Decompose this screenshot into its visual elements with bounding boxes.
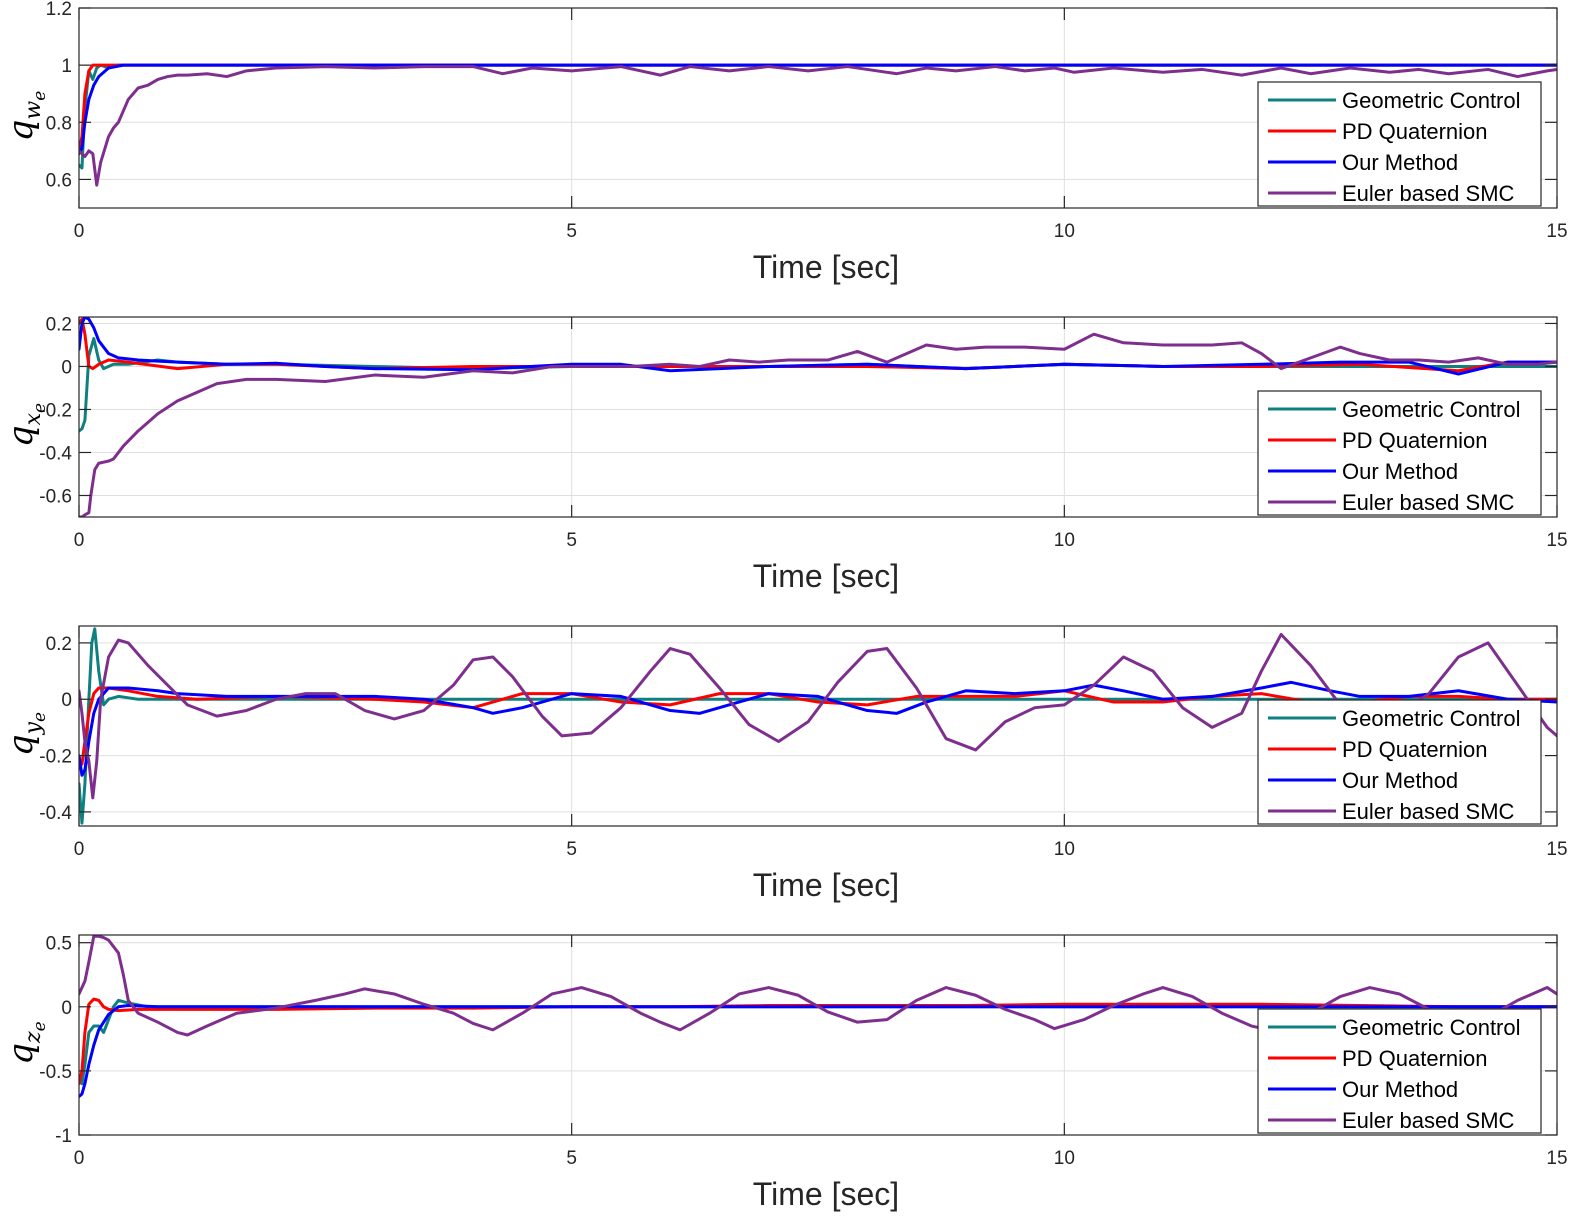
legend-label: Geometric Control: [1342, 706, 1521, 731]
x-tick-label: 5: [566, 221, 577, 242]
legend-label: PD Quaternion: [1342, 1046, 1488, 1071]
y-tick-label: -0.2: [39, 400, 72, 421]
legend: Geometric Control PD Quaternion Our Method…: [1257, 1008, 1542, 1134]
legend-label: Our Method: [1342, 768, 1458, 793]
x-tick-label: 15: [1546, 530, 1567, 551]
axes-box: [78, 7, 1558, 209]
y-axis-label: qye: [1, 712, 50, 756]
x-tick-label: 15: [1546, 839, 1567, 860]
legend: Geometric Control PD Quaternion Our Method…: [1257, 699, 1542, 825]
legend-label: Our Method: [1342, 150, 1458, 175]
y-tick-label: 0.8: [46, 113, 72, 134]
legend-box: [1257, 390, 1542, 516]
legend-label: Euler based SMC: [1342, 1108, 1515, 1133]
y-tick-label: -0.4: [39, 803, 72, 824]
legend-label: Our Method: [1342, 459, 1458, 484]
y-axis-label: qze: [1, 1021, 50, 1064]
series-line-euler-based-smc: [79, 332, 1557, 517]
legend-label: PD Quaternion: [1342, 737, 1488, 762]
x-tick-label: 10: [1054, 530, 1075, 551]
y-tick-label: -0.6: [39, 486, 72, 507]
y-tick-label: 0: [61, 357, 72, 378]
series-group: [79, 627, 1557, 825]
legend-label: Euler based SMC: [1342, 799, 1515, 824]
y-tick-label: -1: [55, 1126, 72, 1147]
legend: Geometric Control PD Quaternion Our Method…: [1257, 81, 1542, 207]
series-line-our-method: [79, 1004, 1557, 1099]
chart-panel-4: 0 5 10 15 -1 -0.5 0 0.5 Time [sec] qze Geometric C…: [1, 934, 1568, 1212]
series-line-euler-based-smc: [79, 65, 1557, 187]
series-line-pd-quaternion: [79, 63, 1557, 153]
axes-box: [78, 625, 1558, 827]
series-line-euler-based-smc: [79, 632, 1557, 800]
legend-label: Geometric Control: [1342, 1015, 1521, 1040]
x-tick-label: 10: [1054, 221, 1075, 242]
legend-label: PD Quaternion: [1342, 119, 1488, 144]
y-tick-label: 0.6: [46, 170, 72, 191]
x-axis-label: Time [sec]: [753, 558, 899, 594]
series-line-geometric-control: [79, 627, 1557, 825]
x-tick-label: 10: [1054, 839, 1075, 860]
y-tick-label: 0: [61, 690, 72, 711]
x-tick-label: 0: [74, 221, 85, 242]
series-line-our-method: [79, 680, 1557, 777]
y-tick-label: 1: [61, 56, 72, 77]
x-tick-label: 0: [74, 530, 85, 551]
legend: Geometric Control PD Quaternion Our Method…: [1257, 390, 1542, 516]
legend-label: Euler based SMC: [1342, 181, 1515, 206]
y-tick-label: 0.2: [46, 634, 72, 655]
x-tick-label: 15: [1546, 221, 1567, 242]
x-tick-label: 0: [74, 839, 85, 860]
y-tick-label: 0: [61, 998, 72, 1019]
y-tick-label: -0.4: [39, 443, 72, 464]
y-axis-label: qwe: [1, 91, 50, 142]
y-axis-label: qxe: [1, 403, 50, 447]
y-tick-label: 0.2: [46, 314, 72, 335]
x-tick-label: 5: [566, 530, 577, 551]
chart-panel-1: 0 5 10 15 0.6 0.8 1 1.2 Time [sec] qwe Geometric C…: [1, 0, 1568, 285]
legend-label: PD Quaternion: [1342, 428, 1488, 453]
series-group: [79, 63, 1557, 187]
chart-panel-2: 0 5 10 15 -0.6 -0.4 -0.2 0 0.2 Time [sec] qxe Geome…: [1, 314, 1568, 594]
chart-panel-3: 0 5 10 15 -0.4 -0.2 0 0.2 Time [sec] qye Geometric…: [1, 625, 1568, 903]
legend-box: [1257, 81, 1542, 207]
x-tick-label: 10: [1054, 1148, 1075, 1169]
legend-label: Geometric Control: [1342, 397, 1521, 422]
x-axis-label: Time [sec]: [753, 249, 899, 285]
x-axis-label: Time [sec]: [753, 867, 899, 903]
x-axis-label: Time [sec]: [753, 1176, 899, 1212]
series-line-pd-quaternion: [79, 317, 1557, 373]
x-tick-label: 5: [566, 1148, 577, 1169]
x-tick-label: 5: [566, 839, 577, 860]
legend-box: [1257, 1008, 1542, 1134]
series-group: [79, 317, 1557, 517]
x-tick-label: 15: [1546, 1148, 1567, 1169]
y-tick-label: 0.5: [46, 934, 72, 955]
legend-label: Euler based SMC: [1342, 490, 1515, 515]
y-tick-label: -0.5: [39, 1062, 72, 1083]
y-tick-label: 1.2: [46, 0, 72, 20]
y-tick-label: -0.2: [39, 747, 72, 768]
axes-box: [78, 934, 1558, 1136]
legend-box: [1257, 699, 1542, 825]
legend-label: Our Method: [1342, 1077, 1458, 1102]
legend-label: Geometric Control: [1342, 88, 1521, 113]
x-tick-label: 0: [74, 1148, 85, 1169]
series-line-our-method: [79, 63, 1557, 156]
axes-box: [78, 316, 1558, 518]
